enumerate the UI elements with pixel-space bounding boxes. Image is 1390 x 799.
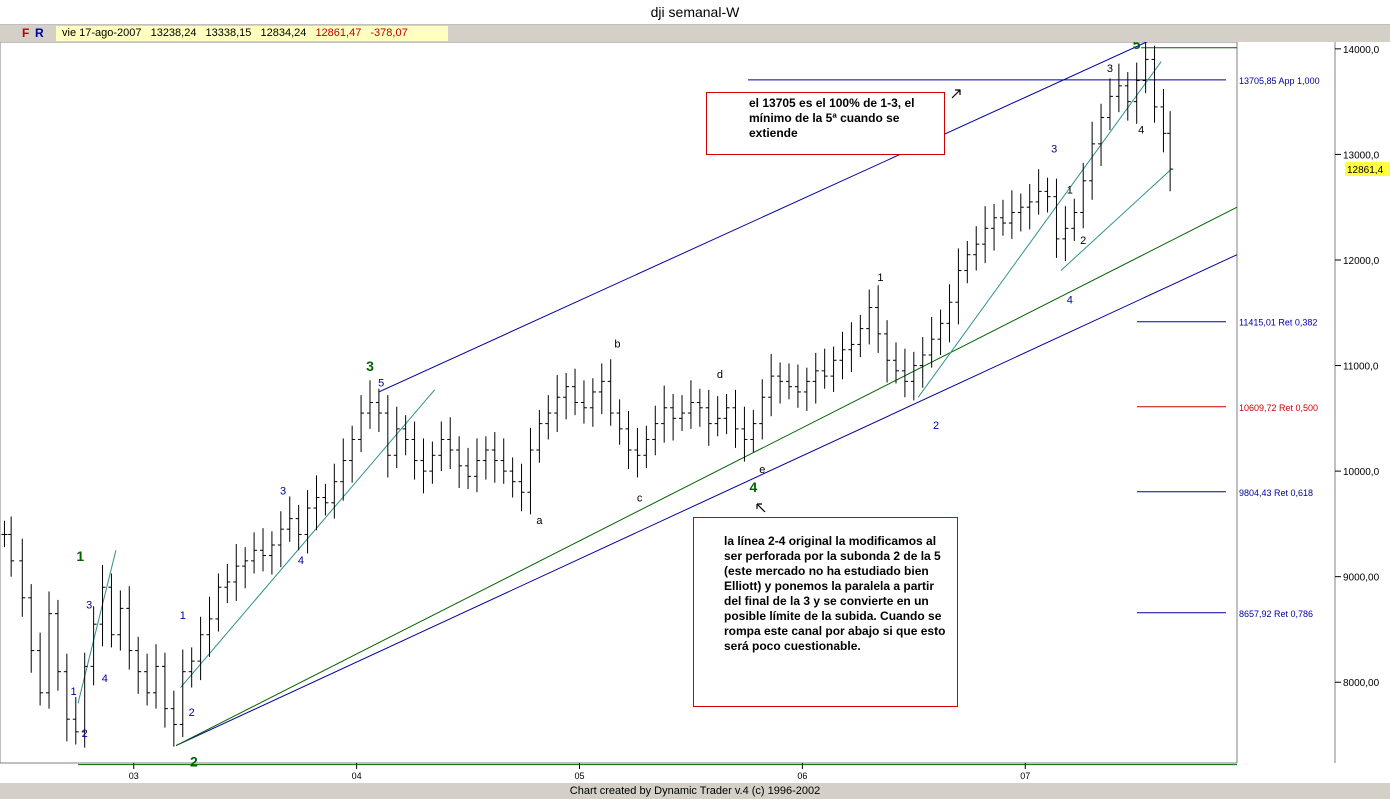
y-tick-label: 10000,0 — [1343, 467, 1380, 478]
trend-line — [175, 206, 1238, 747]
wave-label: e — [759, 464, 765, 476]
annotation-arrow — [756, 503, 766, 513]
footer-credit: Chart created by Dynamic Trader v.4 (c) … — [0, 783, 1390, 799]
trend-line — [1060, 169, 1171, 271]
wave-label: 4 — [298, 555, 304, 567]
y-tick-label: 8000,00 — [1343, 678, 1380, 689]
trend-line — [378, 42, 1148, 393]
annotation-box-1: el 13705 es el 100% de 1-3, el mínimo de… — [706, 92, 945, 155]
wave-label: 5 — [378, 378, 384, 390]
fib-level-label: 13705,85 App 1,000 — [1239, 76, 1320, 86]
wave-label: 4 — [1138, 124, 1144, 136]
last-price-label: 12861,4 — [1347, 165, 1384, 176]
trend-line — [917, 61, 1162, 398]
wave-label: 2 — [82, 728, 88, 740]
bar-low: 12834,24 — [260, 27, 307, 39]
wave-label: 2 — [190, 754, 198, 770]
fib-level-label: 11415,01 Ret 0,382 — [1239, 318, 1317, 328]
wave-label: 2 — [189, 707, 195, 719]
fib-level-label: 9804,43 Ret 0,618 — [1239, 488, 1313, 498]
wave-label: a — [536, 515, 543, 527]
ohlc-readout: vie 17-ago-2007 13238,24 13338,15 12834,… — [56, 26, 448, 41]
wave-label: 4 — [102, 673, 108, 685]
bar-change: -378,07 — [370, 27, 408, 39]
wave-label: 1 — [70, 686, 76, 698]
fib-level-label: 10609,72 Ret 0,500 — [1239, 403, 1318, 413]
window-title: dji semanal-W — [0, 0, 1390, 25]
bar-high: 13338,15 — [205, 27, 252, 39]
last-price-marker — [1345, 162, 1390, 177]
plot-frame — [0, 42, 1238, 764]
wave-label: d — [717, 369, 723, 381]
r-button[interactable]: R — [35, 26, 44, 40]
bar-open: 13238,24 — [150, 27, 197, 39]
y-tick-label: 14000,0 — [1343, 45, 1380, 56]
wave-label: 3 — [1051, 143, 1057, 155]
x-tick-label: 03 — [129, 771, 139, 781]
price-chart[interactable]: 8000,00 9000,00 10000,0 11000,0 12000,0 13000… — [0, 42, 1390, 783]
info-bar: F R vie 17-ago-2007 13238,24 13338,15 12… — [0, 25, 1390, 42]
y-tick-label: 11000,0 — [1343, 362, 1379, 373]
wave-label: c — [637, 493, 643, 505]
y-tick-label: 13000,0 — [1343, 150, 1380, 161]
x-tick-label: 04 — [352, 771, 362, 781]
wave-label: 3 — [366, 358, 374, 374]
wave-label: 1 — [1067, 184, 1073, 196]
wave-label: 1 — [180, 610, 186, 622]
wave-label: 2 — [1080, 235, 1086, 247]
wave-label: 3 — [1107, 63, 1113, 75]
wave-label: 4 — [749, 479, 757, 495]
wave-label: 3 — [86, 599, 92, 611]
annotation-box-2: la línea 2-4 original la modificamos al … — [693, 517, 958, 707]
wave-label: b — [614, 339, 620, 351]
annotation-arrow — [951, 89, 961, 99]
bar-date: vie 17-ago-2007 — [62, 27, 142, 39]
y-tick-label: 9000,00 — [1343, 573, 1380, 584]
wave-label: 5 — [1133, 42, 1141, 52]
bar-close: 12861,47 — [315, 27, 362, 39]
f-button[interactable]: F — [22, 26, 30, 40]
x-tick-label: 07 — [1020, 771, 1030, 781]
y-tick-label: 12000,0 — [1343, 256, 1380, 267]
x-tick-label: 06 — [797, 771, 807, 781]
wave-label: 2 — [933, 420, 939, 432]
wave-label: 1 — [877, 272, 883, 284]
wave-label: 1 — [76, 548, 84, 564]
wave-label: 3 — [280, 485, 286, 497]
wave-label: 4 — [1067, 294, 1073, 306]
trend-line — [175, 254, 1238, 747]
x-tick-label: 05 — [574, 771, 584, 781]
fib-level-label: 8657,92 Ret 0,786 — [1239, 609, 1313, 619]
